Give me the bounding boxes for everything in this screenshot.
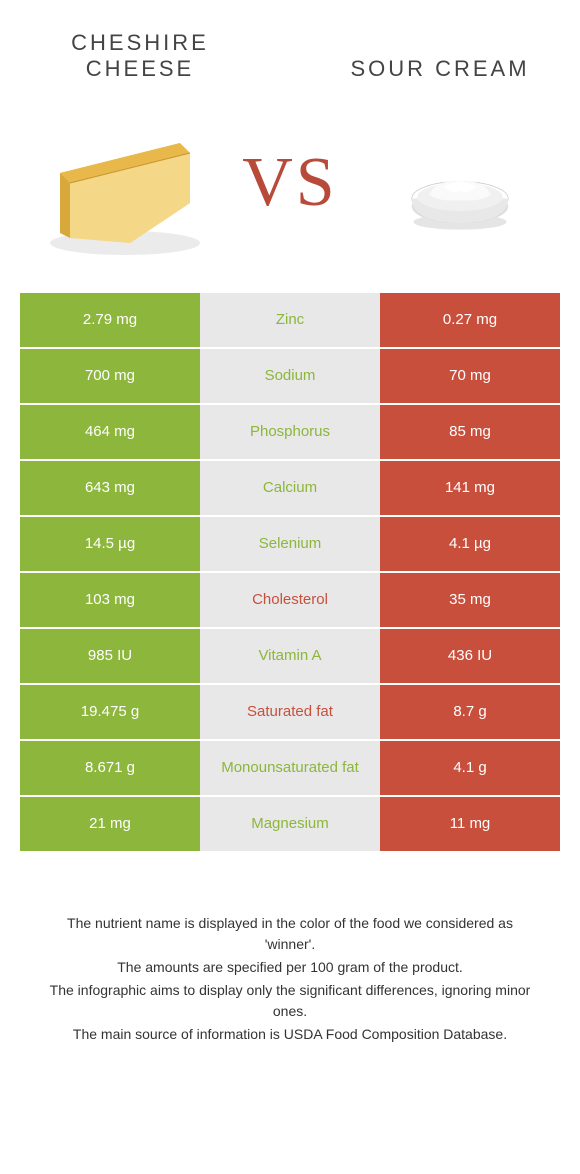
table-row: 103 mgCholesterol35 mg xyxy=(20,573,560,629)
right-value: 4.1 g xyxy=(380,741,560,795)
images-row: VS xyxy=(0,93,580,293)
table-row: 8.671 gMonounsaturated fat4.1 g xyxy=(20,741,560,797)
footer-notes: The nutrient name is displayed in the co… xyxy=(0,853,580,1067)
nutrient-label: Saturated fat xyxy=(200,685,380,739)
nutrient-table: 2.79 mgZinc0.27 mg700 mgSodium70 mg464 m… xyxy=(20,293,560,853)
nutrient-label: Zinc xyxy=(200,293,380,347)
table-row: 985 IUVitamin A436 IU xyxy=(20,629,560,685)
left-value: 8.671 g xyxy=(20,741,200,795)
left-value: 700 mg xyxy=(20,349,200,403)
right-value: 141 mg xyxy=(380,461,560,515)
sour-cream-image xyxy=(370,103,550,263)
nutrient-label: Monounsaturated fat xyxy=(200,741,380,795)
left-value: 464 mg xyxy=(20,405,200,459)
header: CHESHIRE CHEESE SOUR CREAM xyxy=(0,0,580,93)
footer-line-4: The main source of information is USDA F… xyxy=(40,1024,540,1045)
table-row: 464 mgPhosphorus85 mg xyxy=(20,405,560,461)
nutrient-label: Cholesterol xyxy=(200,573,380,627)
left-value: 14.5 µg xyxy=(20,517,200,571)
left-value: 643 mg xyxy=(20,461,200,515)
footer-line-3: The infographic aims to display only the… xyxy=(40,980,540,1022)
right-value: 0.27 mg xyxy=(380,293,560,347)
right-value: 4.1 µg xyxy=(380,517,560,571)
table-row: 19.475 gSaturated fat8.7 g xyxy=(20,685,560,741)
footer-line-2: The amounts are specified per 100 gram o… xyxy=(40,957,540,978)
left-value: 21 mg xyxy=(20,797,200,851)
left-value: 985 IU xyxy=(20,629,200,683)
left-value: 19.475 g xyxy=(20,685,200,739)
right-value: 11 mg xyxy=(380,797,560,851)
footer-line-1: The nutrient name is displayed in the co… xyxy=(40,913,540,955)
vs-label: VS xyxy=(242,143,337,223)
nutrient-label: Vitamin A xyxy=(200,629,380,683)
left-value: 103 mg xyxy=(20,573,200,627)
right-value: 35 mg xyxy=(380,573,560,627)
cheese-image xyxy=(30,103,210,263)
nutrient-label: Selenium xyxy=(200,517,380,571)
right-value: 436 IU xyxy=(380,629,560,683)
nutrient-label: Phosphorus xyxy=(200,405,380,459)
table-row: 2.79 mgZinc0.27 mg xyxy=(20,293,560,349)
nutrient-label: Calcium xyxy=(200,461,380,515)
table-row: 21 mgMagnesium11 mg xyxy=(20,797,560,853)
table-row: 14.5 µgSelenium4.1 µg xyxy=(20,517,560,573)
left-food-title: CHESHIRE CHEESE xyxy=(40,30,240,83)
nutrient-label: Sodium xyxy=(200,349,380,403)
nutrient-label: Magnesium xyxy=(200,797,380,851)
right-value: 8.7 g xyxy=(380,685,560,739)
right-value: 85 mg xyxy=(380,405,560,459)
left-value: 2.79 mg xyxy=(20,293,200,347)
right-value: 70 mg xyxy=(380,349,560,403)
table-row: 700 mgSodium70 mg xyxy=(20,349,560,405)
right-food-title: SOUR CREAM xyxy=(340,56,540,82)
table-row: 643 mgCalcium141 mg xyxy=(20,461,560,517)
